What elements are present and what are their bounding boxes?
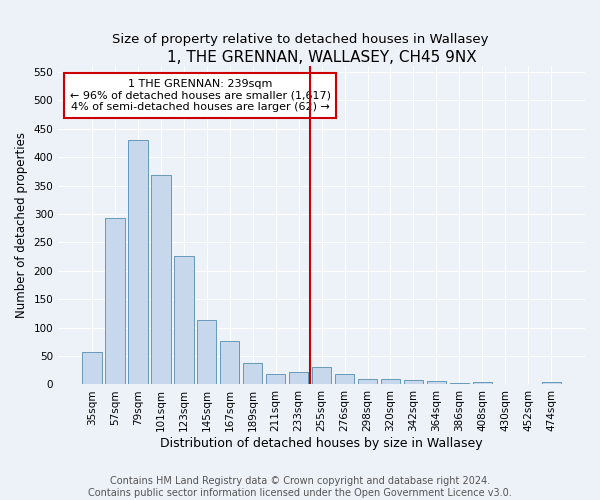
Bar xyxy=(243,363,262,384)
Bar xyxy=(427,381,446,384)
Text: Size of property relative to detached houses in Wallasey: Size of property relative to detached ho… xyxy=(112,32,488,46)
Bar xyxy=(82,352,101,384)
Bar xyxy=(197,320,217,384)
Bar xyxy=(128,140,148,384)
Bar xyxy=(473,382,492,384)
Bar xyxy=(105,218,125,384)
Text: 1 THE GRENNAN: 239sqm
← 96% of detached houses are smaller (1,617)
4% of semi-de: 1 THE GRENNAN: 239sqm ← 96% of detached … xyxy=(70,79,331,112)
Bar xyxy=(449,383,469,384)
Bar xyxy=(289,372,308,384)
Bar xyxy=(404,380,423,384)
Bar xyxy=(358,380,377,384)
Bar xyxy=(220,342,239,384)
Bar xyxy=(335,374,355,384)
X-axis label: Distribution of detached houses by size in Wallasey: Distribution of detached houses by size … xyxy=(160,437,483,450)
Title: 1, THE GRENNAN, WALLASEY, CH45 9NX: 1, THE GRENNAN, WALLASEY, CH45 9NX xyxy=(167,50,476,65)
Bar xyxy=(266,374,286,384)
Text: Contains HM Land Registry data © Crown copyright and database right 2024.
Contai: Contains HM Land Registry data © Crown c… xyxy=(88,476,512,498)
Bar xyxy=(174,256,194,384)
Y-axis label: Number of detached properties: Number of detached properties xyxy=(15,132,28,318)
Bar xyxy=(312,368,331,384)
Bar xyxy=(542,382,561,384)
Bar xyxy=(381,379,400,384)
Bar xyxy=(151,176,170,384)
